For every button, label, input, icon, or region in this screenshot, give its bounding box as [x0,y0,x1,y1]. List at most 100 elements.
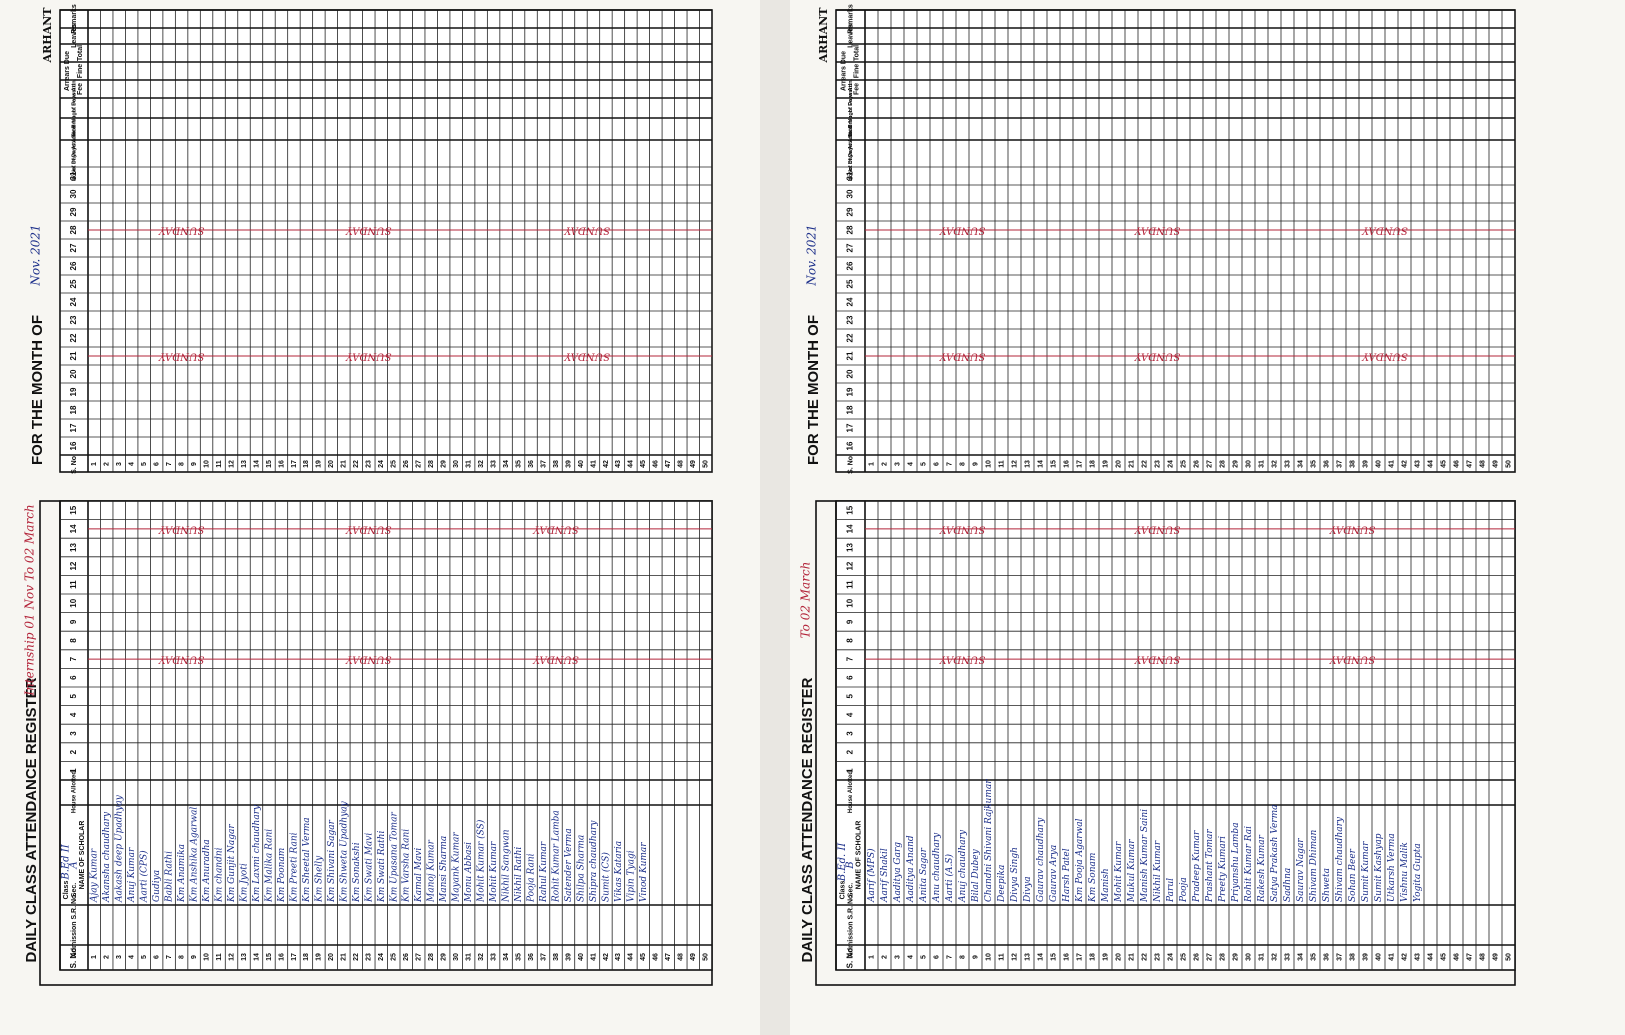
sunday-mark: SUNDAY [1133,523,1180,534]
scholar-name: Divya [1023,876,1033,903]
day-number: 18 [69,405,78,414]
serial-number: 16 [278,953,285,961]
serial-number: 12 [228,460,235,468]
day-number: 8 [846,638,855,643]
header: Sec. [71,883,78,897]
scholar-name: Babli Rathi [165,851,175,903]
serial-number: 25 [391,460,398,468]
month-label: FOR THE MONTH OF [805,315,822,465]
serial-number: 28 [1219,460,1226,468]
scholar-name: Mukul Kumar [1127,839,1137,903]
serial-number: 41 [1388,460,1395,468]
serial-number: 47 [1466,460,1473,468]
scholar-name: Mohit Kumar [489,841,499,903]
serial-number: 18 [1089,460,1096,468]
sunday-mark: SUNDAY [345,225,392,236]
serial-number: 2 [881,955,888,959]
scholar-name: Manish Kumar Saini [1140,809,1150,903]
serial-number: 28 [1219,953,1226,961]
scholar-name: Vipin Tyagi [626,850,636,902]
day-number: 31 [69,171,78,180]
header: Class [63,881,70,900]
serial-number: 7 [166,955,173,959]
serial-number: 1 [868,955,875,959]
scholar-name: Sumit (CS) [600,852,611,902]
header: No. of Days Attended [848,126,854,181]
header: Arrears Due [840,51,847,91]
serial-number: 26 [403,953,410,961]
day-number: 4 [846,712,855,717]
day-number: 12 [846,561,855,570]
serial-number: 31 [465,460,472,468]
scholar-name: Aarti (A.S) [944,853,955,903]
serial-number: 21 [341,460,348,468]
day-number: 24 [69,297,78,306]
serial-number: 47 [665,460,672,468]
day-number: 14 [846,524,855,533]
serial-number: 44 [628,953,635,961]
header: Sec. [847,883,854,897]
serial-number: 9 [972,955,979,959]
serial-number: 36 [1323,460,1330,468]
day-number: 6 [69,675,78,680]
serial-number: 41 [1388,953,1395,961]
serial-number: 44 [1427,460,1434,468]
serial-number: 39 [1362,953,1369,961]
serial-number: 34 [503,460,510,468]
serial-number: 24 [1167,460,1174,468]
serial-number: 37 [540,460,547,468]
serial-number: 6 [933,462,940,466]
serial-number: 1 [868,462,875,466]
sunday-mark: SUNDAY [1361,351,1408,362]
scholar-name: Monu Abbasi [464,842,474,903]
header: House Allotted [72,771,78,813]
serial-number: 33 [1284,953,1291,961]
serial-number: 21 [1128,953,1135,961]
serial-number: 46 [653,460,660,468]
serial-number: 45 [1440,953,1447,961]
serial-number: 24 [378,953,385,961]
scholar-name: Manoj Kumar [427,839,437,903]
header: Fine [853,64,860,78]
serial-number: 35 [515,460,522,468]
serial-number: 5 [920,462,927,466]
scholar-name: Km Anamika [177,844,187,903]
header: Remarks [847,4,854,34]
header: S. No. [69,946,78,969]
scholar-name: Km chandni [215,847,225,903]
serial-number: 4 [907,462,914,466]
day-number: 17 [69,423,78,432]
header: Total [77,45,84,61]
day-number: 27 [69,243,78,252]
day-number: 1 [846,768,855,773]
serial-number: 49 [1492,460,1499,468]
scholar-name: Shweta [1322,868,1332,902]
serial-number: 3 [116,462,123,466]
serial-number: 28 [428,953,435,961]
class-value: B.Ed. II [837,842,848,883]
day-number: 29 [69,207,78,216]
day-number: 21 [846,351,855,360]
serial-number: 2 [881,462,888,466]
serial-number: 8 [178,462,185,466]
scholar-name: Km Pooja Agarwal [1075,818,1085,903]
day-number: 7 [69,656,78,661]
sunday-mark: SUNDAY [532,523,579,534]
day-number: 28 [69,225,78,234]
serial-number: 11 [998,460,1005,468]
scholar-name: Nikhil Sangwan [502,829,512,903]
page-paper [59,500,713,971]
month-value: Nov. 2021 [29,224,43,286]
scholar-name: Aarif Shakil [880,848,890,903]
serial-number: 40 [578,953,585,961]
scholar-name: Anuj Kumar [127,847,137,903]
scholar-name: Aarti (CPS) [139,850,150,903]
day-number: 26 [69,261,78,270]
scholar-name: Rahul Kumar [539,841,549,903]
scholar-name: Satya Prakash Verma [1270,805,1280,902]
scholar-name: Km Shweta Upadhyay [339,800,349,903]
header: Leaves [71,24,78,48]
day-number: 9 [846,619,855,624]
serial-number: 41 [590,953,597,961]
logo: ARHANT [817,7,830,64]
